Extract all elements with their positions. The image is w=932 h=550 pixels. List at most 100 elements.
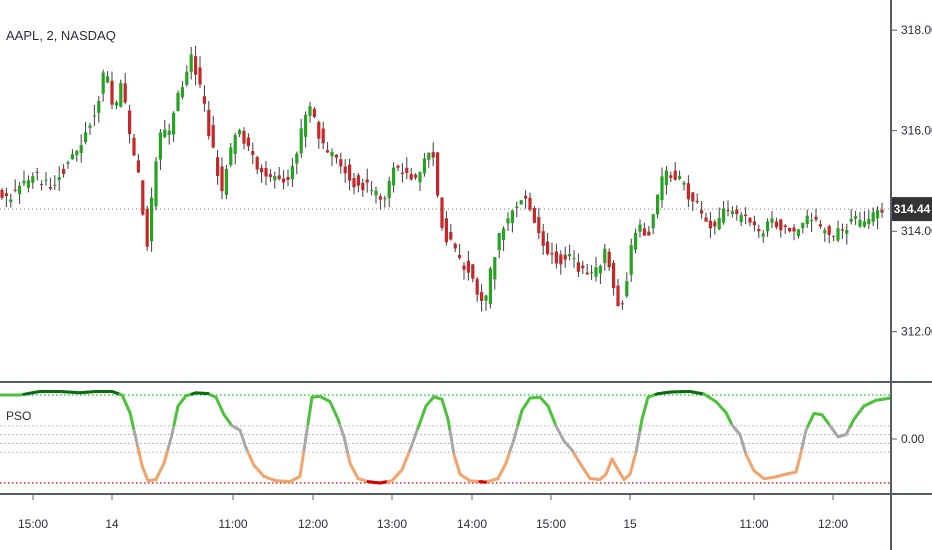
candle	[348, 158, 352, 191]
pso-segment	[302, 435, 308, 452]
candle	[312, 106, 316, 119]
candle	[255, 155, 259, 175]
pso-segment	[304, 422, 310, 439]
candle	[871, 207, 875, 227]
price-axis[interactable]: 318.00 316.00 314.00 312.00	[891, 23, 932, 339]
candle	[563, 246, 567, 268]
time-axis[interactable]: 15:00 14 11:00 12:00 13:00 14:00 15:00 15 11:00 1…	[18, 494, 848, 531]
candle	[502, 226, 506, 252]
price-axis-tick-label: 312.00	[901, 325, 932, 339]
candle	[669, 171, 673, 183]
candle	[519, 200, 523, 205]
candle	[444, 211, 448, 246]
candle	[480, 284, 484, 312]
candle	[576, 253, 580, 278]
candle	[436, 152, 440, 198]
pso-segment	[308, 395, 314, 412]
time-axis-tick-label: 15:00	[18, 517, 48, 531]
last-price-tag-background	[892, 197, 932, 222]
symbol-title: AAPL, 2, NASDAQ	[6, 28, 116, 43]
pso-segment	[298, 461, 304, 478]
candle	[880, 202, 884, 218]
candle	[13, 179, 17, 193]
candle	[524, 190, 528, 209]
candle	[427, 152, 431, 168]
candle	[123, 73, 127, 105]
candle	[876, 206, 880, 230]
candle	[84, 122, 88, 145]
candle	[858, 212, 862, 229]
candle	[172, 111, 176, 142]
time-axis-tick-label: 11:00	[739, 517, 768, 531]
candle	[704, 212, 708, 222]
candle	[823, 227, 827, 242]
pso-series	[0, 389, 892, 485]
candle	[299, 118, 303, 159]
time-axis-tick-label: 14	[105, 517, 119, 531]
candle	[383, 195, 387, 208]
candle	[788, 227, 792, 233]
oscillator-title: PSO	[6, 409, 31, 423]
price-pane[interactable]: AAPL, 2, NASDAQ	[0, 28, 891, 312]
time-axis-tick-label: 15	[623, 517, 637, 531]
candle	[321, 121, 325, 150]
candle	[603, 244, 607, 271]
candle	[308, 101, 312, 123]
time-axis-tick-label: 13:00	[377, 517, 407, 531]
time-axis-tick-label: 12:00	[298, 517, 328, 531]
candle	[493, 256, 497, 290]
candle	[449, 224, 453, 241]
candle	[678, 170, 682, 181]
candle	[744, 207, 748, 225]
candle	[792, 224, 796, 241]
candle	[92, 104, 96, 127]
pso-segment	[174, 404, 180, 418]
candle	[339, 152, 343, 174]
candle	[418, 171, 422, 192]
candle	[550, 242, 554, 264]
pso-segment	[130, 419, 136, 432]
candle	[616, 278, 620, 307]
candle	[836, 220, 840, 243]
oscillator-pane[interactable]: PSO	[0, 389, 892, 485]
candle	[726, 200, 730, 217]
candle	[211, 115, 215, 149]
candle	[620, 300, 624, 310]
candle	[352, 172, 356, 195]
candle	[647, 225, 651, 236]
candle	[22, 170, 26, 187]
candle	[0, 187, 4, 200]
time-axis-tick-label: 15:00	[536, 517, 566, 531]
last-price-tag: 314.44	[892, 197, 932, 222]
candle	[330, 148, 334, 167]
candle	[356, 173, 360, 193]
candle	[774, 217, 778, 230]
candle	[634, 228, 638, 254]
candle	[370, 181, 374, 196]
candle	[466, 250, 470, 281]
candle	[581, 260, 585, 274]
candle	[414, 173, 418, 181]
candle	[546, 233, 550, 256]
candle	[537, 207, 541, 240]
pso-segment	[446, 417, 452, 433]
candle	[268, 168, 272, 182]
candle	[44, 171, 48, 186]
candle	[598, 264, 602, 284]
candle	[26, 175, 30, 193]
candle	[392, 162, 396, 193]
candle	[568, 244, 572, 261]
pso-segment	[138, 455, 144, 467]
candle	[497, 232, 501, 259]
oscillator-axis[interactable]: 0.00	[891, 432, 925, 446]
candle	[75, 149, 79, 162]
candle	[761, 230, 765, 243]
candle	[845, 223, 849, 245]
candle	[110, 71, 114, 110]
candle	[532, 205, 536, 224]
candle	[334, 154, 338, 164]
candle	[739, 211, 743, 227]
pso-segment	[798, 446, 804, 459]
candle	[88, 122, 92, 135]
candle	[440, 197, 444, 231]
